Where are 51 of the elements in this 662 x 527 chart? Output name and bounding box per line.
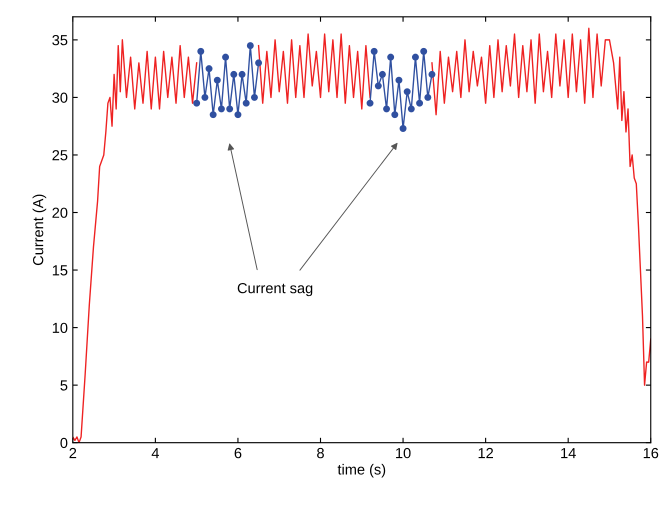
y-tick-label: 25 [52, 150, 68, 160]
y-tick-label: 30 [52, 92, 68, 103]
y-tick-label: 35 [52, 34, 68, 46]
y-tick-label: 10 [52, 322, 68, 334]
point [226, 105, 234, 112]
point [250, 94, 258, 101]
point [366, 100, 374, 107]
x-tick-label: 10 [396, 448, 411, 458]
point [214, 76, 221, 84]
x-tick-label: 16 [644, 448, 658, 458]
point [424, 94, 432, 101]
point [412, 54, 419, 61]
point [238, 70, 246, 78]
y-tick-label: 20 [52, 208, 68, 218]
y-tick-label: 15 [52, 265, 68, 276]
x-tick-label: 4 [152, 448, 160, 458]
x-tick-label: 6 [234, 448, 242, 458]
point [408, 105, 415, 112]
x-tick-label: 8 [317, 448, 324, 458]
point [374, 82, 382, 90]
point [193, 100, 200, 107]
point [370, 48, 378, 55]
point [428, 70, 436, 78]
annotation: Current sag [238, 282, 312, 296]
point [420, 48, 428, 55]
point [400, 125, 407, 132]
x-tick-label: 14 [561, 448, 576, 458]
point [230, 70, 238, 78]
point [197, 48, 204, 55]
point [391, 111, 398, 118]
point [246, 42, 254, 50]
point [242, 100, 250, 107]
point [383, 105, 390, 112]
point [416, 100, 424, 107]
point [395, 76, 402, 84]
x-tick-label: 12 [478, 448, 494, 458]
point [378, 70, 386, 78]
y-tick-label: 5 [60, 380, 68, 391]
point [201, 94, 208, 101]
y-tick-label: 0 [60, 438, 68, 448]
point [404, 88, 411, 96]
y-axis-title: Current (A) [32, 194, 46, 266]
point [387, 54, 394, 61]
x-tick-label: 2 [70, 448, 76, 458]
point [206, 65, 213, 72]
point [210, 111, 217, 118]
x-axis-title: time (s) [338, 464, 386, 478]
point [234, 111, 242, 118]
point [218, 105, 225, 112]
point [255, 59, 262, 66]
point [222, 54, 230, 61]
